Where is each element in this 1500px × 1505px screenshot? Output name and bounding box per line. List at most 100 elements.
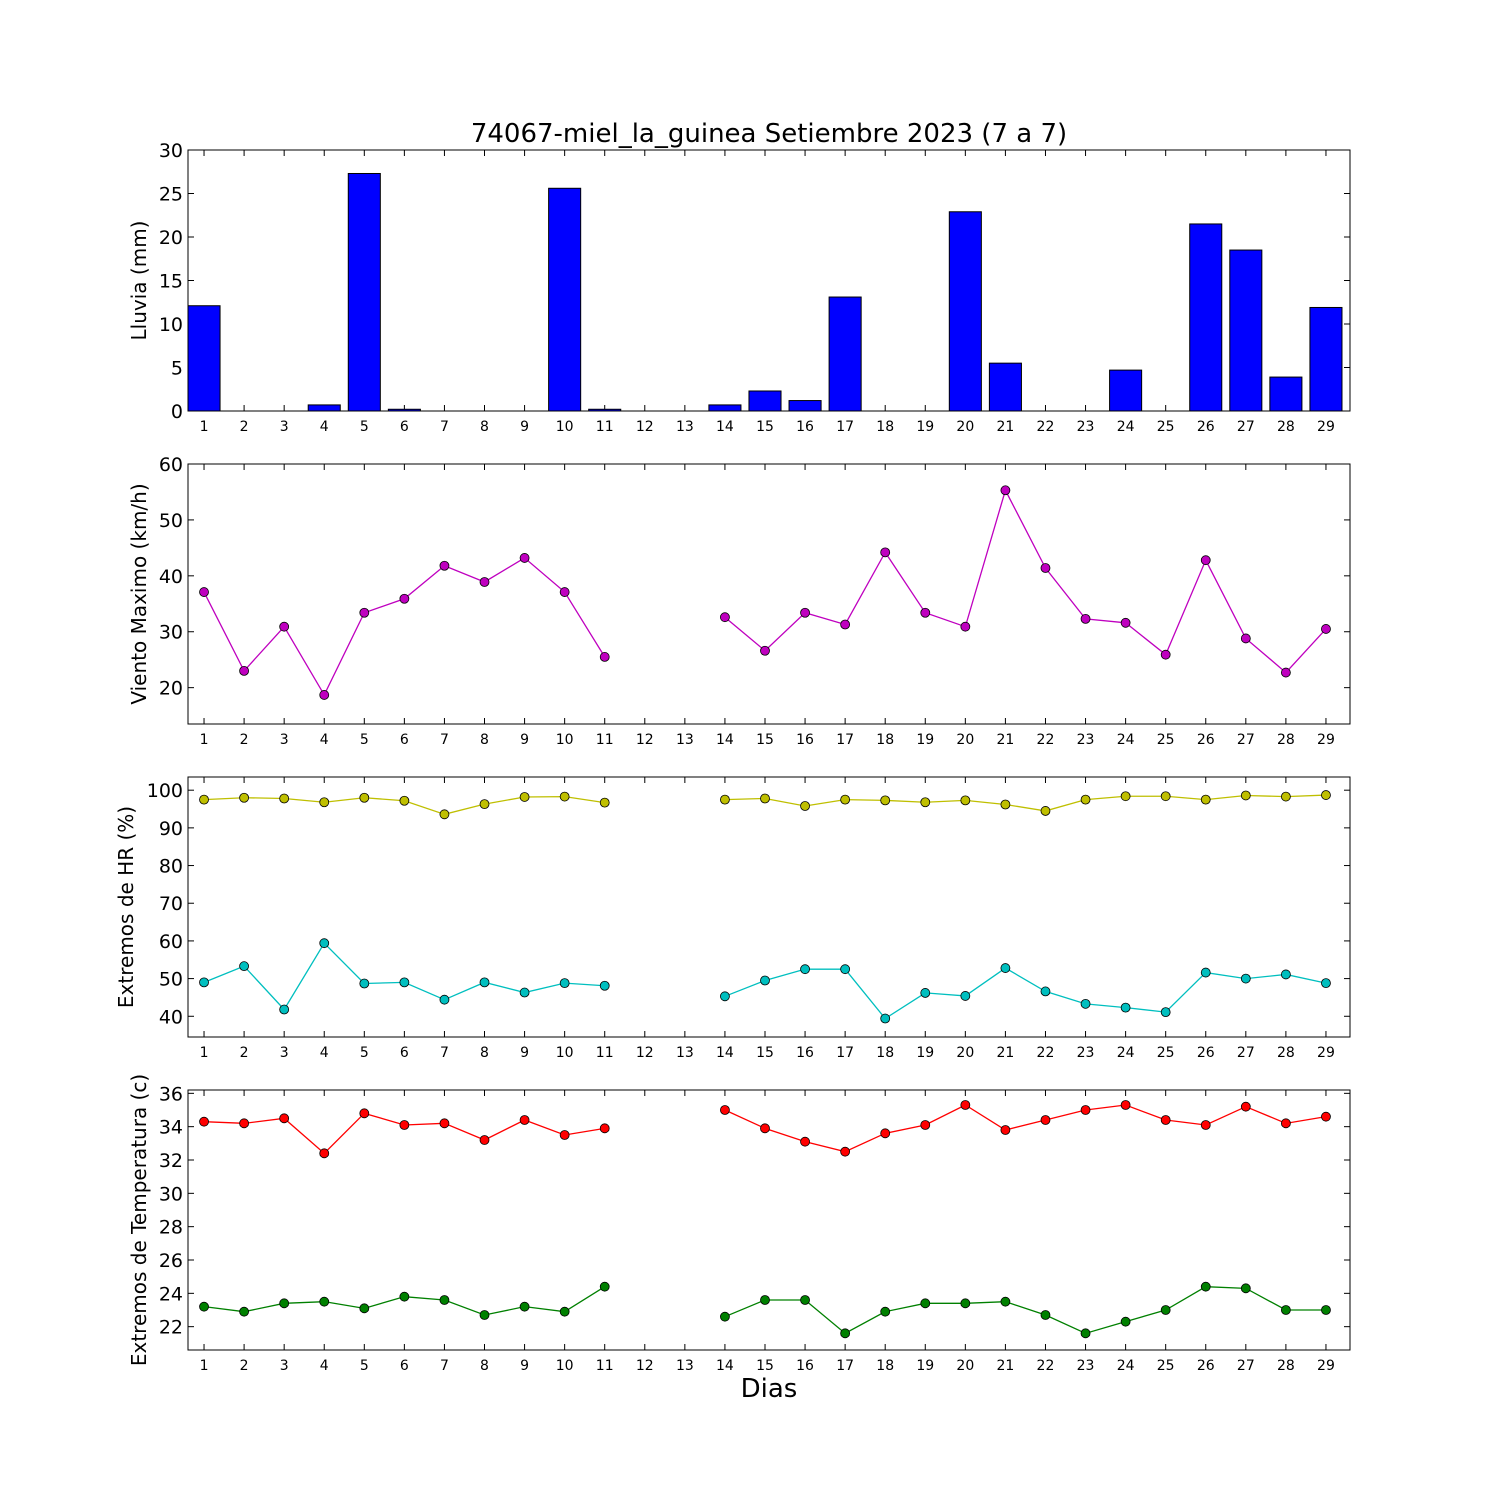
x-tick-label: 17 bbox=[836, 1358, 854, 1374]
data-point bbox=[519, 553, 530, 563]
x-tick-label: 1 bbox=[200, 732, 209, 748]
data-point bbox=[960, 991, 971, 1001]
data-point bbox=[439, 994, 450, 1005]
x-tick-label: 19 bbox=[916, 1358, 934, 1374]
data-point bbox=[359, 1303, 370, 1314]
series-line bbox=[724, 794, 1326, 812]
data-point bbox=[960, 1100, 971, 1110]
x-tick-label: 28 bbox=[1277, 419, 1295, 435]
x-tick-label: 18 bbox=[876, 1358, 894, 1374]
data-point bbox=[760, 975, 770, 986]
y-tick-label: 30 bbox=[159, 140, 183, 162]
data-point bbox=[1040, 1310, 1051, 1320]
data-point bbox=[1080, 613, 1091, 624]
data-point bbox=[559, 587, 570, 597]
data-point bbox=[1321, 790, 1331, 800]
data-point bbox=[720, 991, 730, 1002]
data-point bbox=[199, 1301, 209, 1312]
x-tick-label: 13 bbox=[676, 732, 694, 748]
data-point bbox=[920, 607, 931, 618]
x-tick-label: 10 bbox=[556, 1358, 574, 1374]
data-point bbox=[399, 795, 410, 806]
x-tick-label: 6 bbox=[400, 1045, 409, 1061]
y-tick-label: 30 bbox=[159, 622, 183, 644]
data-point bbox=[760, 645, 770, 656]
data-point bbox=[880, 1013, 891, 1024]
data-point bbox=[920, 1120, 931, 1130]
x-tick-label: 23 bbox=[1077, 732, 1095, 748]
data-point bbox=[439, 809, 450, 820]
x-tick-label: 4 bbox=[320, 732, 329, 748]
x-tick-label: 12 bbox=[636, 732, 654, 748]
data-point bbox=[1000, 799, 1011, 810]
series-line bbox=[724, 488, 1327, 674]
rain-bar bbox=[588, 408, 622, 412]
data-point bbox=[760, 1123, 770, 1134]
x-tick-label: 15 bbox=[756, 419, 774, 435]
data-point bbox=[760, 1295, 770, 1305]
data-point bbox=[1240, 1101, 1251, 1112]
data-point bbox=[1040, 1115, 1051, 1125]
plot-frame bbox=[187, 1089, 1351, 1351]
data-point bbox=[1160, 1007, 1171, 1018]
x-tick-label: 4 bbox=[320, 1045, 329, 1061]
x-tick-label: 5 bbox=[360, 1358, 369, 1374]
x-tick-label: 7 bbox=[440, 1358, 449, 1374]
data-point bbox=[1120, 617, 1131, 628]
x-tick-label: 25 bbox=[1157, 1358, 1175, 1374]
data-point bbox=[559, 791, 570, 802]
x-tick-label: 28 bbox=[1277, 732, 1295, 748]
data-point bbox=[1120, 791, 1131, 802]
data-point bbox=[1040, 986, 1051, 997]
x-tick-label: 24 bbox=[1117, 1045, 1135, 1061]
data-point bbox=[1000, 963, 1011, 973]
y-tick-label: 50 bbox=[159, 969, 183, 991]
data-point bbox=[720, 1105, 730, 1115]
data-point bbox=[479, 977, 490, 988]
data-point bbox=[1321, 1305, 1331, 1315]
data-point bbox=[1240, 973, 1251, 984]
data-point bbox=[1321, 1111, 1331, 1122]
x-tick-label: 1 bbox=[200, 1045, 209, 1061]
data-point bbox=[599, 1281, 610, 1292]
x-tick-label: 19 bbox=[916, 419, 934, 435]
data-point bbox=[1280, 969, 1291, 980]
data-point bbox=[279, 1004, 290, 1015]
y-tick-label: 32 bbox=[159, 1150, 183, 1172]
rain-bar bbox=[1269, 376, 1303, 412]
data-point bbox=[239, 1118, 249, 1129]
data-point bbox=[840, 964, 851, 975]
y-tick-label: 60 bbox=[159, 931, 183, 953]
data-point bbox=[199, 1116, 209, 1127]
x-tick-label: 20 bbox=[956, 732, 974, 748]
data-point bbox=[359, 792, 370, 803]
x-tick-label: 24 bbox=[1117, 732, 1135, 748]
x-tick-label: 19 bbox=[916, 732, 934, 748]
x-tick-label: 7 bbox=[440, 1045, 449, 1061]
data-point bbox=[279, 621, 290, 632]
series-line bbox=[203, 942, 605, 1011]
x-tick-label: 16 bbox=[796, 732, 814, 748]
x-tick-label: 2 bbox=[240, 419, 249, 435]
data-point bbox=[359, 1108, 370, 1119]
y-tick-label: 40 bbox=[159, 1006, 183, 1028]
data-point bbox=[1240, 1283, 1251, 1294]
data-point bbox=[1200, 967, 1211, 978]
x-tick-label: 5 bbox=[360, 732, 369, 748]
data-point bbox=[800, 1295, 810, 1305]
data-point bbox=[1000, 1296, 1011, 1307]
data-point bbox=[239, 961, 249, 972]
data-point bbox=[920, 1298, 931, 1309]
x-tick-label: 10 bbox=[556, 732, 574, 748]
series-line bbox=[203, 557, 606, 697]
x-tick-label: 27 bbox=[1237, 732, 1255, 748]
data-point bbox=[199, 977, 209, 988]
data-point bbox=[1240, 633, 1251, 644]
rain-bar bbox=[828, 296, 862, 412]
rain-bar bbox=[387, 408, 421, 412]
data-point bbox=[1080, 1328, 1091, 1339]
y-tick-label: 40 bbox=[159, 566, 183, 588]
data-point bbox=[399, 593, 410, 604]
data-point bbox=[519, 1115, 530, 1125]
data-point bbox=[720, 794, 730, 805]
